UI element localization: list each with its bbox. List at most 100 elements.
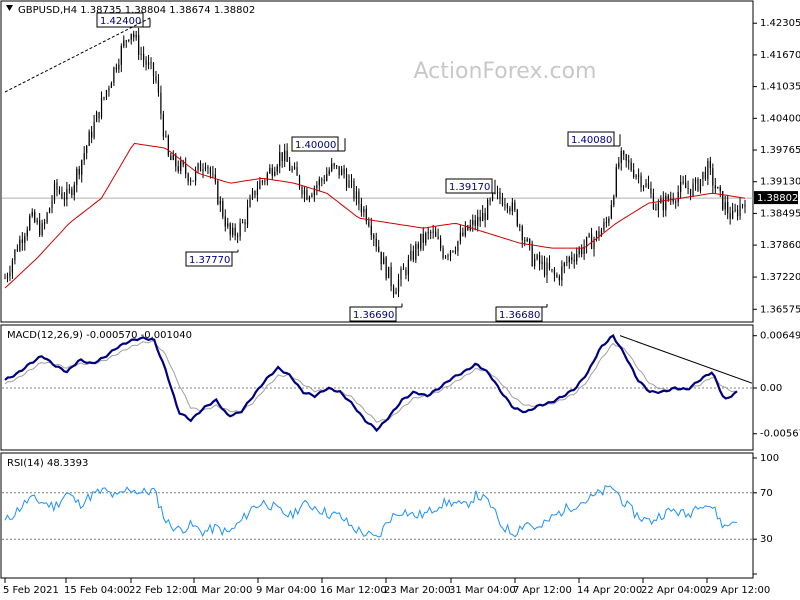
rsi-panel-frame xyxy=(0,452,754,579)
candle-body xyxy=(736,209,739,217)
candle-body xyxy=(516,209,518,226)
macd-lines xyxy=(4,334,738,433)
candle-body xyxy=(457,241,459,252)
current-price-box xyxy=(754,191,798,205)
candle-body xyxy=(133,33,135,38)
candle-body xyxy=(118,64,120,70)
candle-body xyxy=(147,62,150,65)
candle-body xyxy=(301,187,303,195)
time-tick-label: 29 Apr 12:00 xyxy=(705,585,770,596)
candle-body xyxy=(41,223,43,236)
candle-body xyxy=(613,196,615,206)
candle-body xyxy=(628,160,630,163)
candle-body xyxy=(368,221,370,226)
candle-body xyxy=(68,189,70,191)
candle-body xyxy=(269,168,271,174)
candles-layer xyxy=(4,27,746,298)
candle-body xyxy=(76,168,78,185)
macd-axis: 0.00649 0.00 -0.005679 xyxy=(2,331,800,440)
candle-body xyxy=(734,209,736,211)
candle-body xyxy=(338,165,340,176)
candle-body xyxy=(16,249,18,251)
annotation-label: 1.42400 xyxy=(100,16,141,27)
candle-body xyxy=(261,181,263,182)
candle-body xyxy=(534,258,536,266)
candle-body xyxy=(266,173,268,181)
macd-trendline xyxy=(619,335,753,384)
candle-body xyxy=(529,238,531,244)
watermark: ActionForex.com xyxy=(414,59,597,84)
candle-body xyxy=(78,168,80,175)
candle-body xyxy=(246,206,249,225)
candle-body xyxy=(625,154,627,161)
candle-body xyxy=(123,40,125,47)
candle-body xyxy=(699,179,702,191)
candle-body xyxy=(640,175,642,188)
candle-body xyxy=(177,166,179,172)
candle-body xyxy=(472,220,474,225)
candle-body xyxy=(546,262,548,276)
candle-body xyxy=(271,168,273,176)
candle-body xyxy=(623,151,625,155)
candle-body xyxy=(21,239,23,244)
candle-body xyxy=(578,248,580,254)
price-hline: 1.38802 xyxy=(2,191,798,205)
annotation-label: 1.40080 xyxy=(571,135,612,146)
candle-body xyxy=(63,198,65,200)
candle-body xyxy=(652,193,655,209)
candle-body xyxy=(665,195,667,211)
candle-body xyxy=(682,181,684,183)
candle-body xyxy=(350,180,353,182)
candle-body xyxy=(454,251,457,252)
candle-body xyxy=(430,232,432,233)
candle-body xyxy=(9,272,11,277)
candle-body xyxy=(11,260,14,273)
annotation-box xyxy=(567,131,615,147)
candle-body xyxy=(373,234,375,239)
candle-body xyxy=(551,269,553,270)
candle-body xyxy=(420,233,422,249)
candle-body xyxy=(130,33,132,40)
candle-body xyxy=(697,179,699,191)
candle-body xyxy=(571,257,573,260)
moving-average-layer xyxy=(4,142,746,289)
candle-body xyxy=(138,35,140,55)
candle-body xyxy=(39,220,41,236)
candle-body xyxy=(355,191,358,199)
candle-body xyxy=(605,222,608,224)
candle-body xyxy=(608,218,610,224)
candle-body xyxy=(610,205,612,219)
candle-body xyxy=(303,190,306,195)
candle-body xyxy=(439,238,442,249)
candle-body xyxy=(370,225,372,235)
candle-body xyxy=(509,208,511,212)
candle-body xyxy=(459,232,461,242)
candle-body xyxy=(442,248,444,258)
candle-body xyxy=(452,250,454,252)
price-tick-label: 1.36575 xyxy=(760,304,800,315)
candle-body xyxy=(43,222,46,224)
annotation-box xyxy=(495,306,543,322)
candle-body xyxy=(568,257,570,263)
candle-body xyxy=(506,204,509,209)
candle-body xyxy=(108,88,110,91)
candle-body xyxy=(633,170,635,178)
candle-body xyxy=(543,261,546,276)
candle-body xyxy=(115,67,117,70)
candle-body xyxy=(157,80,160,93)
candle-body xyxy=(100,98,103,119)
candle-body xyxy=(88,131,90,146)
candle-body xyxy=(86,145,88,154)
candle-body xyxy=(724,201,726,210)
candle-body xyxy=(388,266,390,279)
candle-body xyxy=(284,150,286,162)
candle-body xyxy=(425,233,427,243)
candle-body xyxy=(313,188,315,196)
candle-body xyxy=(536,254,538,259)
candle-body xyxy=(729,213,731,219)
macd-tick-label: 0.00 xyxy=(760,383,782,394)
candle-body xyxy=(712,168,714,186)
candle-body xyxy=(358,191,360,205)
time-axis: 5 Feb 2021 15 Feb 04:00 22 Feb 12:001 Mar … xyxy=(3,578,770,596)
